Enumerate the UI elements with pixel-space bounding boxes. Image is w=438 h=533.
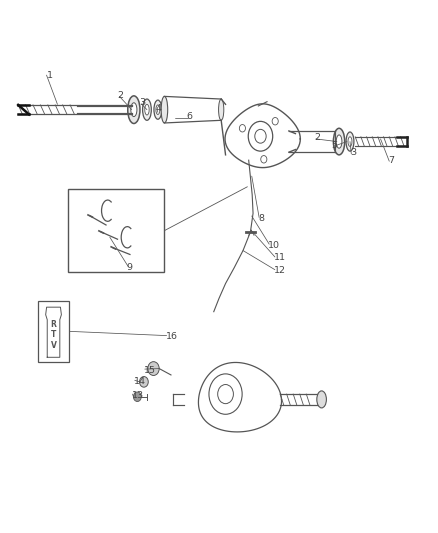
Text: 2: 2: [314, 133, 320, 142]
Bar: [68, 189, 164, 272]
Ellipse shape: [145, 104, 149, 115]
Text: 13: 13: [132, 391, 144, 400]
Ellipse shape: [346, 132, 354, 151]
Text: R
T
V: R T V: [50, 320, 57, 350]
Text: 9: 9: [127, 263, 132, 272]
Text: 16: 16: [166, 332, 178, 341]
Ellipse shape: [131, 103, 137, 117]
Text: 12: 12: [274, 266, 286, 275]
Ellipse shape: [219, 99, 224, 120]
Text: 4: 4: [155, 103, 162, 112]
Ellipse shape: [156, 105, 160, 115]
Text: 11: 11: [274, 254, 286, 262]
Circle shape: [134, 392, 141, 401]
Text: 7: 7: [389, 156, 394, 165]
Ellipse shape: [336, 135, 342, 148]
Ellipse shape: [143, 99, 151, 120]
Circle shape: [148, 362, 159, 375]
Bar: [38, 301, 69, 362]
Text: 15: 15: [144, 366, 156, 375]
Text: 2: 2: [118, 91, 124, 100]
Text: 3: 3: [140, 98, 146, 107]
Text: 3: 3: [350, 148, 356, 157]
Ellipse shape: [333, 128, 345, 155]
Text: 10: 10: [268, 241, 280, 250]
Text: 14: 14: [134, 377, 146, 386]
Text: 6: 6: [186, 112, 192, 121]
Ellipse shape: [348, 137, 352, 147]
Circle shape: [140, 376, 148, 387]
Ellipse shape: [161, 96, 168, 123]
Ellipse shape: [128, 96, 140, 124]
Text: 1: 1: [46, 70, 53, 79]
Text: 5: 5: [332, 141, 338, 150]
Ellipse shape: [317, 391, 326, 408]
Ellipse shape: [154, 100, 162, 119]
Text: 8: 8: [258, 214, 264, 223]
